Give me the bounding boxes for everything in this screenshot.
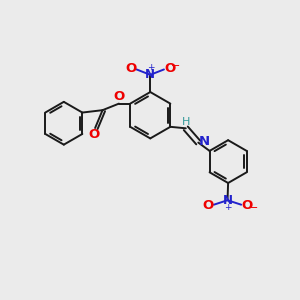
Text: O: O [126, 62, 137, 75]
Text: O: O [203, 200, 214, 212]
Text: O: O [242, 200, 253, 212]
Text: +: + [147, 63, 154, 72]
Text: N: N [199, 135, 210, 148]
Text: −: − [171, 61, 181, 71]
Text: O: O [164, 62, 175, 75]
Text: +: + [224, 203, 232, 212]
Text: −: − [248, 203, 258, 213]
Text: O: O [88, 128, 100, 141]
Text: H: H [182, 117, 190, 127]
Text: N: N [223, 194, 232, 207]
Text: O: O [113, 90, 124, 103]
Text: N: N [145, 68, 155, 81]
